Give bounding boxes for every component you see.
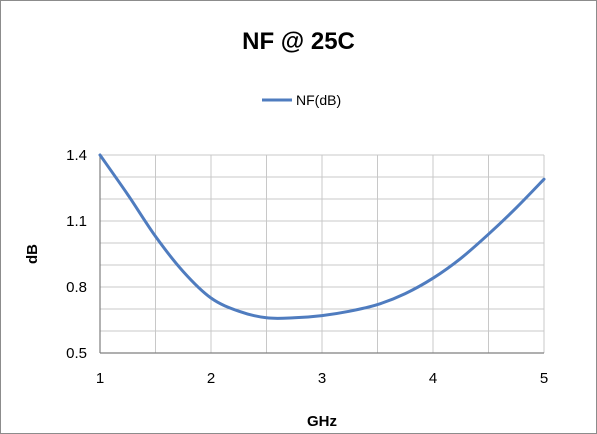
y-axis-label: dB bbox=[24, 244, 41, 264]
x-axis-label: GHz bbox=[307, 413, 337, 430]
y-tick-label: 1.1 bbox=[66, 213, 87, 230]
x-tick-label: 2 bbox=[207, 370, 215, 387]
y-tick-label: 1.4 bbox=[66, 147, 87, 164]
chart-title: NF @ 25C bbox=[242, 28, 355, 55]
x-tick-label: 3 bbox=[318, 370, 326, 387]
tick-labels: 1 2 3 4 5 0.5 0.8 1.1 1.4 bbox=[66, 147, 548, 387]
series-line-nf bbox=[98, 153, 546, 320]
grid bbox=[99, 154, 545, 354]
x-tick-label: 1 bbox=[96, 370, 104, 387]
legend: NF(dB) bbox=[262, 92, 341, 108]
y-tick-label: 0.5 bbox=[66, 345, 87, 362]
series-group bbox=[98, 153, 546, 320]
legend-label: NF(dB) bbox=[296, 92, 341, 108]
axes bbox=[99, 155, 544, 354]
y-tick-label: 0.8 bbox=[66, 279, 87, 296]
x-tick-label: 4 bbox=[429, 370, 437, 387]
x-tick-label: 5 bbox=[540, 370, 548, 387]
